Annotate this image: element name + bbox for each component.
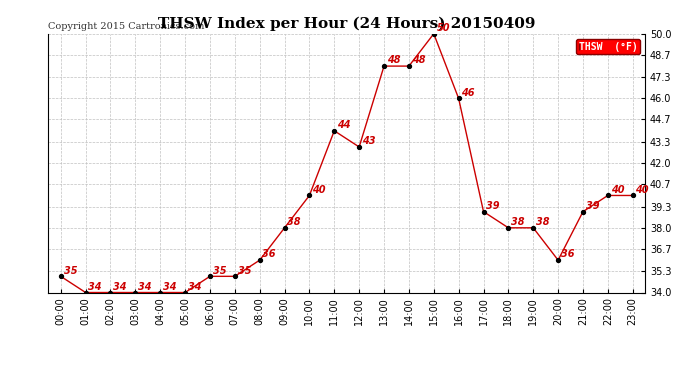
Text: 43: 43 — [362, 136, 375, 146]
Text: 34: 34 — [163, 282, 177, 292]
Point — [179, 290, 190, 296]
Text: 39: 39 — [486, 201, 500, 211]
Point — [80, 290, 91, 296]
Point — [279, 225, 290, 231]
Point — [478, 209, 489, 214]
Point — [453, 96, 464, 102]
Text: 46: 46 — [462, 88, 475, 98]
Point — [155, 290, 166, 296]
Text: 48: 48 — [387, 56, 400, 65]
Point — [55, 273, 66, 279]
Title: THSW Index per Hour (24 Hours) 20150409: THSW Index per Hour (24 Hours) 20150409 — [158, 17, 535, 31]
Text: 40: 40 — [312, 185, 326, 195]
Point — [602, 192, 613, 198]
Point — [404, 63, 415, 69]
Point — [328, 128, 339, 134]
Legend: THSW  (°F): THSW (°F) — [575, 39, 640, 54]
Text: 38: 38 — [287, 217, 301, 227]
Text: 48: 48 — [412, 56, 425, 65]
Point — [627, 192, 638, 198]
Text: 34: 34 — [88, 282, 102, 292]
Point — [428, 31, 440, 37]
Text: 35: 35 — [213, 266, 226, 276]
Point — [503, 225, 514, 231]
Text: 40: 40 — [611, 185, 624, 195]
Point — [553, 257, 564, 263]
Text: 38: 38 — [536, 217, 549, 227]
Text: 36: 36 — [561, 249, 574, 259]
Point — [204, 273, 215, 279]
Text: 40: 40 — [635, 185, 649, 195]
Text: 36: 36 — [262, 249, 276, 259]
Point — [304, 192, 315, 198]
Text: 44: 44 — [337, 120, 351, 130]
Point — [105, 290, 116, 296]
Point — [528, 225, 539, 231]
Text: 34: 34 — [138, 282, 152, 292]
Text: 50: 50 — [437, 23, 450, 33]
Point — [578, 209, 589, 214]
Text: 34: 34 — [188, 282, 201, 292]
Text: Copyright 2015 Cartronics.com: Copyright 2015 Cartronics.com — [48, 22, 205, 31]
Text: 35: 35 — [237, 266, 251, 276]
Point — [254, 257, 265, 263]
Point — [130, 290, 141, 296]
Text: 38: 38 — [511, 217, 524, 227]
Text: 39: 39 — [586, 201, 599, 211]
Text: 34: 34 — [113, 282, 127, 292]
Text: 35: 35 — [63, 266, 77, 276]
Point — [379, 63, 390, 69]
Point — [229, 273, 240, 279]
Point — [354, 144, 365, 150]
